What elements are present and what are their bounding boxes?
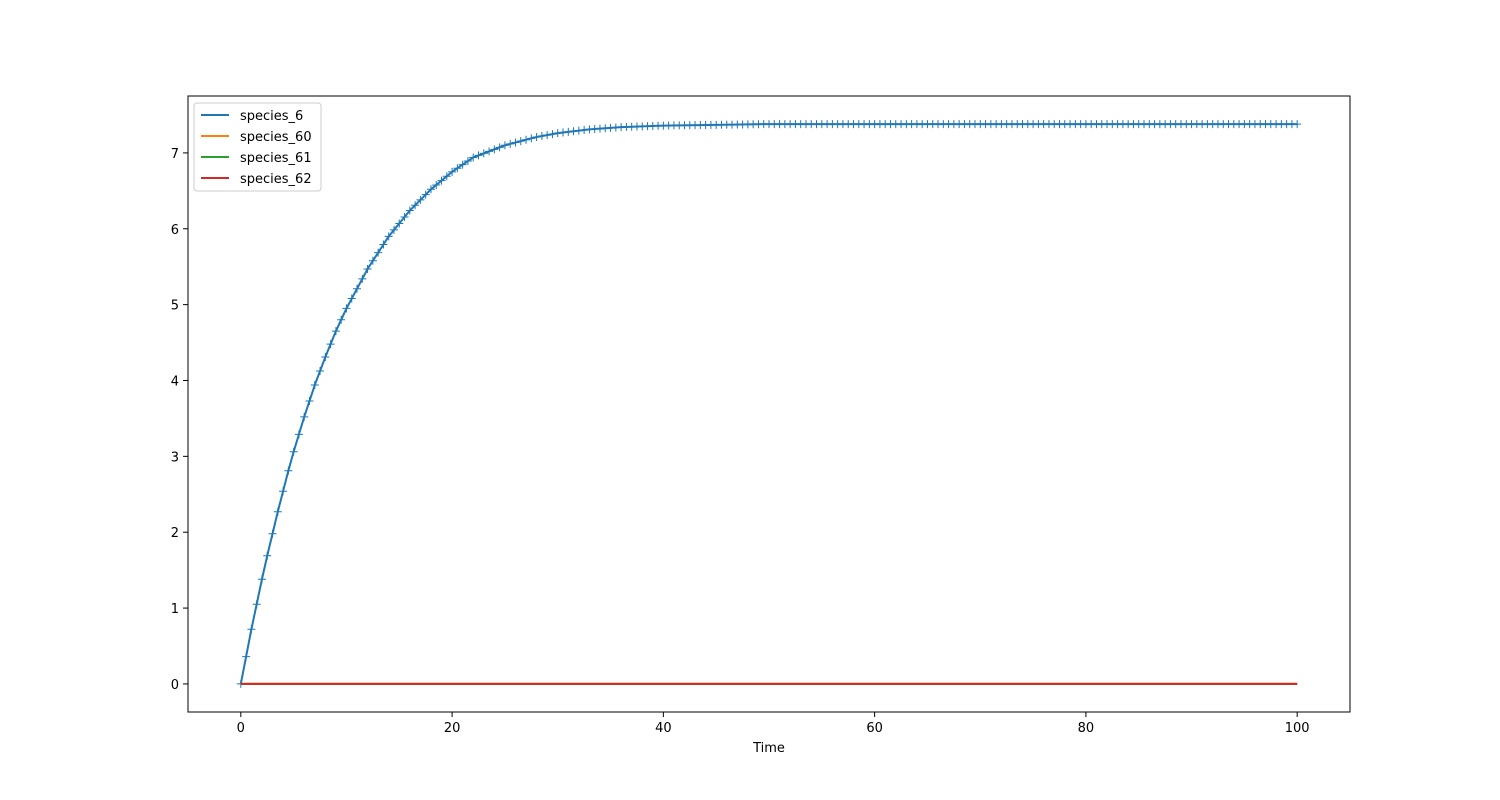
y-tick-label: 1 bbox=[171, 602, 179, 617]
marker-point bbox=[553, 129, 562, 138]
marker-point bbox=[569, 127, 578, 136]
marker-point bbox=[331, 327, 340, 336]
plot-lines bbox=[236, 120, 1302, 688]
y-tick-label: 5 bbox=[171, 299, 179, 314]
marker-point bbox=[305, 396, 314, 405]
marker-point bbox=[485, 147, 494, 156]
legend-label-species_61: species_61 bbox=[240, 151, 312, 166]
marker-point bbox=[400, 213, 409, 221]
marker-point bbox=[522, 135, 531, 144]
marker-point bbox=[284, 466, 293, 475]
x-tick-label: 60 bbox=[866, 721, 883, 736]
marker-point bbox=[458, 160, 467, 169]
marker-point bbox=[490, 145, 499, 154]
marker-point bbox=[363, 264, 372, 273]
marker-point bbox=[421, 190, 430, 199]
marker-point bbox=[511, 138, 520, 147]
marker-point bbox=[463, 157, 472, 166]
marker-point bbox=[474, 151, 483, 160]
marker-point bbox=[321, 352, 330, 361]
marker-point bbox=[300, 412, 309, 421]
marker-point bbox=[273, 507, 282, 516]
marker-point bbox=[564, 127, 573, 136]
marker-point bbox=[426, 185, 435, 194]
marker-point bbox=[263, 551, 272, 560]
marker-point bbox=[353, 284, 362, 293]
marker-point bbox=[442, 172, 451, 181]
marker-point bbox=[469, 153, 478, 162]
marker-point bbox=[1293, 120, 1302, 129]
y-tick-label: 0 bbox=[171, 678, 179, 693]
x-tick-label: 20 bbox=[444, 721, 461, 736]
legend: species_6 species_60 species_61 species_62 bbox=[193, 102, 322, 192]
marker-point bbox=[495, 143, 504, 152]
marker-point bbox=[543, 131, 552, 140]
x-axis-label: Time bbox=[752, 741, 785, 756]
marker-point bbox=[453, 164, 462, 173]
y-tick-label: 2 bbox=[171, 526, 179, 541]
marker-point bbox=[506, 139, 515, 148]
marker-point bbox=[479, 149, 488, 158]
marker-point bbox=[374, 248, 383, 257]
marker-point bbox=[548, 130, 557, 139]
x-tick-label: 80 bbox=[1078, 721, 1095, 736]
axis-ticks: 0 20 40 60 80 100 0 1 2 3 4 5 6 7 bbox=[171, 147, 1310, 736]
marker-point bbox=[384, 232, 393, 241]
legend-box bbox=[193, 102, 322, 192]
y-tick-label: 7 bbox=[171, 147, 179, 162]
y-tick-label: 6 bbox=[171, 223, 179, 238]
marker-point bbox=[368, 256, 377, 265]
marker-point bbox=[379, 240, 388, 249]
marker-point bbox=[294, 430, 303, 439]
x-tick-label: 0 bbox=[237, 721, 245, 736]
marker-point bbox=[527, 134, 536, 143]
marker-point bbox=[268, 529, 277, 538]
legend-label-species_62: species_62 bbox=[240, 172, 312, 187]
marker-point bbox=[516, 137, 525, 146]
marker-point bbox=[437, 176, 446, 185]
marker-point bbox=[537, 132, 546, 141]
marker-point bbox=[252, 600, 261, 609]
marker-point bbox=[326, 340, 335, 349]
marker-point bbox=[257, 575, 266, 584]
marker-point bbox=[448, 167, 457, 176]
marker-point bbox=[310, 381, 319, 390]
y-tick-label: 3 bbox=[171, 450, 179, 465]
marker-point bbox=[337, 315, 346, 324]
legend-label-species_6: species_6 bbox=[240, 109, 303, 124]
marker-point bbox=[405, 206, 414, 215]
marker-point bbox=[389, 225, 398, 234]
marker-point bbox=[559, 128, 568, 137]
plot-frame bbox=[187, 95, 1351, 713]
marker-point bbox=[242, 652, 251, 661]
marker-point bbox=[416, 195, 425, 204]
y-tick-label: 4 bbox=[171, 374, 179, 389]
marker-point bbox=[580, 126, 589, 135]
legend-label-species_60: species_60 bbox=[240, 130, 312, 145]
marker-point bbox=[289, 447, 298, 456]
marker-point bbox=[411, 201, 420, 210]
marker-point bbox=[279, 487, 288, 496]
x-tick-label: 100 bbox=[1285, 721, 1310, 736]
marker-point bbox=[358, 274, 367, 283]
marker-point bbox=[532, 132, 541, 141]
series-markers-species_6 bbox=[236, 120, 1302, 688]
marker-point bbox=[574, 126, 583, 135]
marker-point bbox=[395, 219, 404, 228]
marker-point bbox=[432, 180, 441, 189]
marker-point bbox=[342, 304, 351, 313]
x-tick-label: 40 bbox=[655, 721, 672, 736]
marker-point bbox=[247, 625, 256, 634]
marker-point bbox=[500, 141, 509, 150]
marker-point bbox=[347, 294, 356, 303]
marker-point bbox=[316, 367, 325, 375]
